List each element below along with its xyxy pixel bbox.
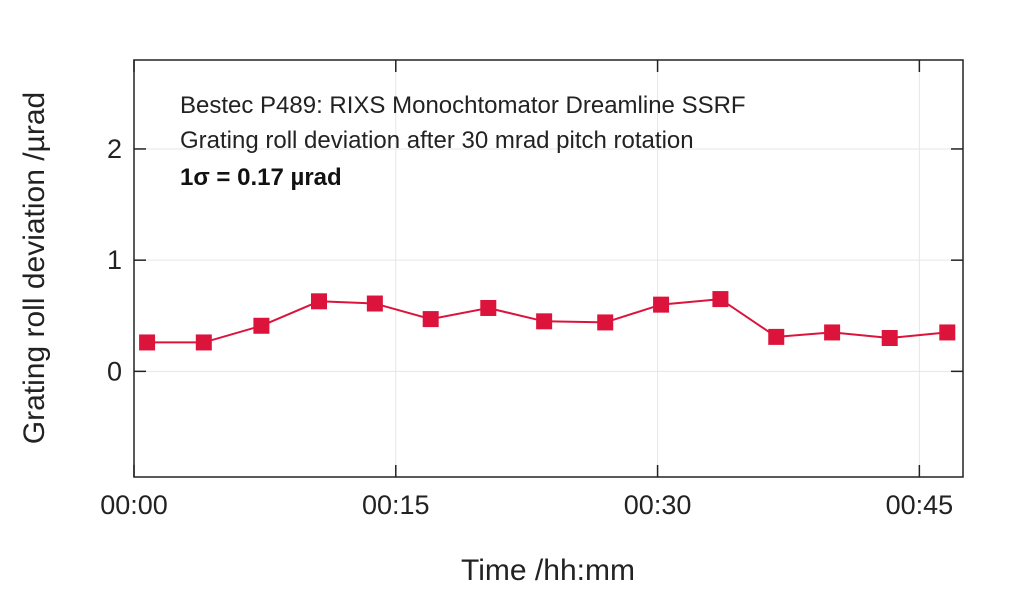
data-point-2 xyxy=(253,317,270,334)
data-point-8 xyxy=(597,314,614,331)
grid-lines xyxy=(133,60,963,477)
axis-tick-labels: 00:00 00:15 00:30 00:45 0 1 2 xyxy=(100,134,953,520)
x-tick-label-0: 00:00 xyxy=(100,490,168,520)
data-point-7 xyxy=(536,313,553,330)
y-axis-title: Grating roll deviation /µrad xyxy=(18,92,51,444)
data-point-14 xyxy=(939,324,956,341)
y-tick-label-2: 2 xyxy=(107,134,122,164)
plot-area-frame xyxy=(133,59,964,478)
data-point-9 xyxy=(653,296,670,313)
data-point-12 xyxy=(824,324,841,341)
data-point-1 xyxy=(195,334,212,351)
data-point-4 xyxy=(366,295,383,312)
data-point-13 xyxy=(881,330,898,346)
axis-ticks xyxy=(133,60,963,477)
data-point-6 xyxy=(480,299,497,316)
annotation-title: Bestec P489: RIXS Monochtomator Dreamlin… xyxy=(180,92,746,119)
x-axis-title: Time /hh:mm xyxy=(461,554,635,587)
x-tick-label-2: 00:30 xyxy=(624,490,692,520)
data-series xyxy=(139,291,956,351)
annotation-subtitle: Grating roll deviation after 30 mrad pit… xyxy=(180,127,694,154)
y-tick-label-0: 0 xyxy=(107,356,122,386)
data-point-0 xyxy=(139,334,156,351)
data-point-10 xyxy=(712,291,729,308)
annotation-sigma: 1σ = 0.17 µrad xyxy=(180,164,342,191)
data-point-5 xyxy=(422,311,439,328)
data-point-3 xyxy=(310,293,327,310)
y-tick-label-1: 1 xyxy=(107,245,122,275)
data-point-11 xyxy=(768,328,785,345)
x-tick-label-3: 00:45 xyxy=(886,490,954,520)
x-tick-label-1: 00:15 xyxy=(362,490,430,520)
